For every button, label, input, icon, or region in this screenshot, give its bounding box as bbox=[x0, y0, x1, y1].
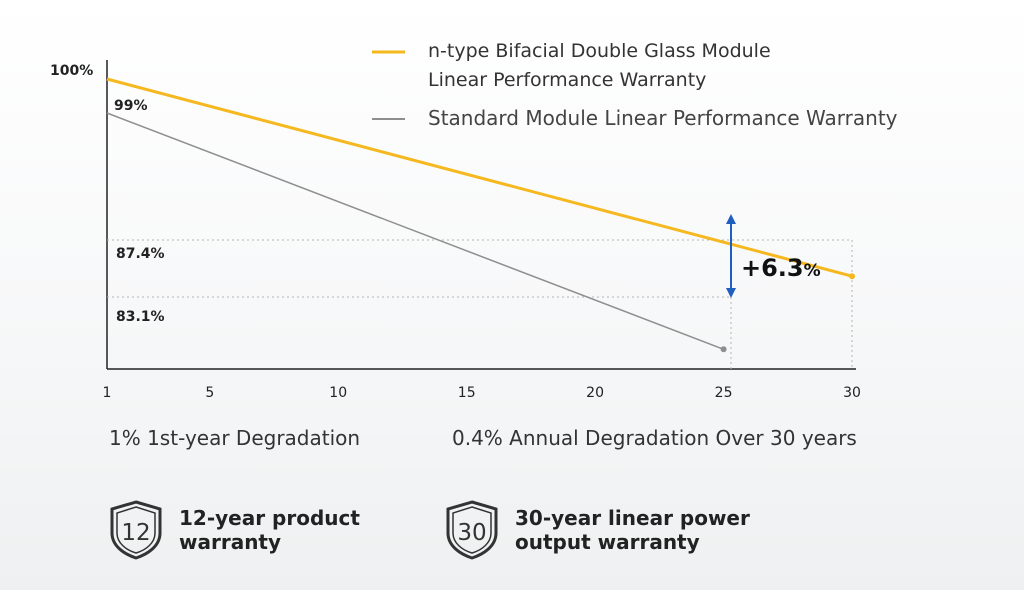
x-tick-label-25: 25 bbox=[715, 385, 733, 401]
x-tick-label-5: 5 bbox=[205, 385, 214, 401]
delta-arrow bbox=[726, 214, 736, 298]
x-tick-label-20: 20 bbox=[586, 385, 604, 401]
caption-annual: 0.4% Annual Degradation Over 30 years bbox=[452, 426, 857, 450]
label-87-4: 87.4% bbox=[116, 246, 165, 262]
badge-30-line1: 30-year linear power bbox=[515, 506, 750, 530]
warranty-chart: 100% 99% 87.4% 83.1% +6.3% 1 5 10 15 20 25 30 … bbox=[50, 40, 898, 401]
series-ntype-line bbox=[106, 77, 853, 278]
x-tick-label-1: 1 bbox=[103, 385, 112, 401]
y-tick-label-100: 100% bbox=[50, 63, 93, 79]
start-label-99: 99% bbox=[114, 98, 148, 114]
svg-text:12: 12 bbox=[121, 520, 150, 546]
series-standard-end-point bbox=[720, 346, 727, 353]
legend-label-ntype-line1: n-type Bifacial Double Glass Module bbox=[428, 40, 771, 62]
svg-text:30: 30 bbox=[457, 520, 486, 546]
x-tick-labels: 1 5 10 15 20 25 30 bbox=[103, 385, 861, 401]
shield-30-icon: 30 bbox=[446, 500, 498, 560]
x-tick-label-30: 30 bbox=[843, 385, 861, 401]
badge-12-year: 12 12-year product warranty bbox=[107, 499, 360, 561]
shield-12-icon: 12 bbox=[110, 500, 162, 560]
legend-label-standard: Standard Module Linear Performance Warra… bbox=[428, 106, 898, 130]
caption-first-year: 1% 1st-year Degradation bbox=[109, 426, 361, 450]
badge-12-line2: warranty bbox=[179, 530, 282, 554]
series-ntype-end-point bbox=[849, 273, 855, 280]
label-83-1: 83.1% bbox=[116, 309, 165, 325]
delta-label: +6.3% bbox=[741, 254, 821, 282]
badge-30-line2: output warranty bbox=[515, 530, 700, 554]
legend: n-type Bifacial Double Glass Module Line… bbox=[372, 40, 898, 130]
x-tick-label-15: 15 bbox=[458, 385, 476, 401]
legend-label-ntype-line2: Linear Performance Warranty bbox=[428, 69, 706, 91]
x-tick-label-10: 10 bbox=[329, 385, 347, 401]
series-standard-line bbox=[106, 112, 724, 351]
badge-12-line1: 12-year product bbox=[179, 506, 360, 530]
badge-30-year: 30 30-year linear power output warranty bbox=[443, 499, 750, 561]
